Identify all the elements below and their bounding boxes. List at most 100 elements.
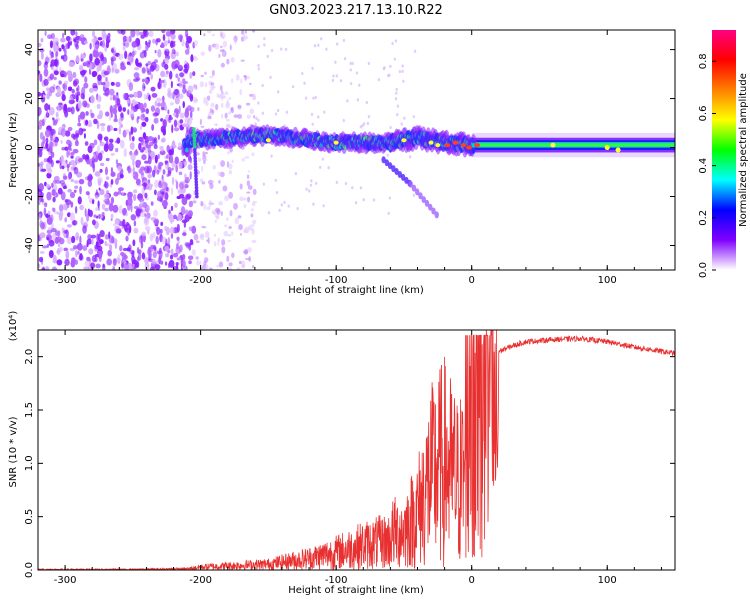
vertical-feature bbox=[193, 159, 198, 164]
sparse-speckle bbox=[200, 201, 204, 207]
sparse-speckle bbox=[222, 40, 228, 48]
faint-speckle bbox=[365, 100, 369, 105]
noise-speckle bbox=[181, 39, 185, 47]
sparse-speckle bbox=[216, 208, 221, 215]
sparse-speckle bbox=[238, 260, 243, 265]
noise-speckle bbox=[189, 117, 194, 121]
noise-speckle bbox=[74, 130, 79, 139]
sparse-speckle bbox=[229, 44, 232, 51]
noise-speckle bbox=[100, 126, 105, 132]
sparse-speckle bbox=[227, 240, 232, 243]
band-yellow bbox=[615, 147, 621, 153]
sparse-speckle bbox=[224, 112, 228, 119]
noise-speckle bbox=[91, 199, 95, 205]
noise-speckle bbox=[80, 58, 84, 62]
noise-speckle bbox=[150, 73, 153, 80]
noise-speckle bbox=[77, 157, 83, 163]
noise-speckle bbox=[174, 88, 180, 98]
noise-speckle bbox=[45, 162, 52, 171]
noise-speckle bbox=[115, 81, 121, 88]
sparse-speckle bbox=[197, 157, 202, 162]
noise-speckle bbox=[77, 100, 82, 110]
sparse-speckle bbox=[251, 202, 256, 207]
noise-speckle bbox=[120, 113, 124, 121]
noise-speckle bbox=[104, 207, 109, 212]
noise-speckle bbox=[147, 155, 152, 165]
sparse-speckle bbox=[200, 74, 204, 78]
noise-speckle bbox=[76, 171, 83, 178]
sparse-speckle bbox=[208, 200, 213, 207]
noise-speckle bbox=[50, 53, 55, 59]
sparse-speckle bbox=[203, 158, 208, 162]
noise-speckle bbox=[148, 94, 151, 101]
sparse-speckle bbox=[243, 248, 249, 255]
sparse-speckle bbox=[199, 118, 202, 126]
sparse-speckle bbox=[243, 203, 247, 208]
noise-speckle bbox=[46, 148, 50, 152]
noise-speckle bbox=[132, 166, 135, 175]
noise-speckle bbox=[70, 178, 75, 183]
noise-speckle bbox=[47, 34, 53, 40]
noise-speckle bbox=[74, 180, 79, 184]
noise-speckle bbox=[135, 159, 142, 167]
noise-speckle bbox=[105, 139, 109, 149]
noise-speckle bbox=[39, 132, 44, 140]
faint-speckle bbox=[398, 69, 402, 74]
noise-speckle bbox=[70, 166, 75, 171]
noise-speckle bbox=[182, 123, 187, 128]
noise-speckle bbox=[56, 259, 63, 266]
vertical-feature bbox=[192, 135, 197, 140]
noise-speckle bbox=[184, 214, 190, 222]
noise-speckle bbox=[138, 31, 145, 36]
noise-speckle bbox=[171, 167, 174, 171]
noise-speckle bbox=[130, 152, 136, 161]
sparse-speckle bbox=[252, 200, 258, 204]
faint-speckle bbox=[412, 115, 415, 119]
sparse-speckle bbox=[237, 215, 242, 219]
sparse-speckle bbox=[197, 107, 200, 112]
noise-speckle bbox=[51, 266, 58, 270]
noise-speckle bbox=[60, 55, 65, 60]
noise-speckle bbox=[99, 230, 105, 238]
noise-speckle bbox=[38, 125, 42, 130]
faint-speckle bbox=[301, 71, 304, 76]
noise-speckle bbox=[74, 249, 78, 258]
noise-speckle bbox=[185, 33, 189, 42]
noise-speckle bbox=[44, 103, 49, 111]
noise-speckle bbox=[154, 154, 158, 164]
noise-speckle bbox=[115, 228, 121, 234]
noise-speckle bbox=[64, 258, 70, 266]
noise-speckle bbox=[104, 200, 111, 206]
sparse-speckle bbox=[196, 152, 200, 156]
noise-speckle bbox=[38, 147, 41, 156]
noise-speckle bbox=[39, 232, 46, 239]
faint-speckle bbox=[257, 63, 260, 68]
sparse-speckle bbox=[240, 36, 244, 42]
noise-speckle bbox=[113, 191, 119, 197]
noise-speckle bbox=[160, 118, 164, 122]
sparse-speckle bbox=[234, 217, 239, 225]
noise-speckle bbox=[54, 119, 59, 124]
noise-speckle bbox=[115, 147, 119, 153]
faint-speckle bbox=[323, 110, 326, 114]
faint-speckle bbox=[362, 122, 366, 126]
noise-speckle bbox=[142, 78, 145, 83]
vertical-feature bbox=[192, 133, 196, 137]
noise-speckle bbox=[128, 35, 132, 43]
noise-speckle bbox=[91, 255, 97, 263]
noise-speckle bbox=[175, 262, 179, 270]
noise-speckle bbox=[118, 105, 123, 112]
y-tick-label: 40 bbox=[24, 43, 35, 56]
sparse-speckle bbox=[237, 105, 242, 109]
faint-speckle bbox=[351, 186, 354, 190]
noise-speckle bbox=[174, 64, 179, 69]
noise-speckle bbox=[77, 122, 82, 127]
sparse-speckle bbox=[252, 188, 257, 196]
faint-speckle bbox=[395, 91, 398, 95]
noise-speckle bbox=[112, 94, 116, 101]
spectrogram-layer bbox=[38, 30, 675, 270]
noise-speckle bbox=[190, 54, 194, 63]
noise-speckle bbox=[121, 191, 124, 197]
noise-speckle bbox=[123, 262, 129, 270]
noise-speckle bbox=[124, 39, 130, 48]
